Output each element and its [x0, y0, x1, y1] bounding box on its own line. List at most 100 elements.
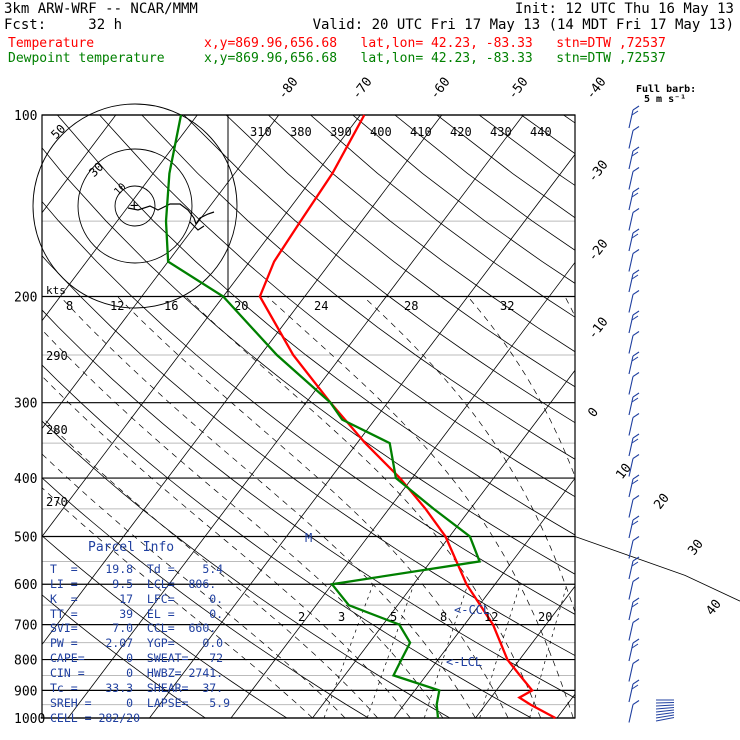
parcel-row: PW = 2.07 YGP= 0.0 — [50, 636, 224, 650]
theta-label: 430 — [490, 125, 512, 139]
wind-barb-flag — [631, 110, 639, 116]
dry-adiabat — [310, 115, 575, 318]
wind-speed-label: 24 — [314, 299, 328, 313]
wind-barb — [628, 683, 634, 703]
pressure-tick-label: 1000 — [14, 712, 45, 727]
moist-adiabat — [467, 296, 575, 478]
isotherm — [42, 115, 361, 538]
pressure-tick-label: 700 — [14, 619, 37, 634]
wind-barb — [628, 191, 634, 211]
wind-barb-flag — [632, 659, 640, 664]
dry-adiabat — [141, 115, 575, 460]
mixing-ratio-line — [323, 584, 374, 718]
model-title: 3km ARW-WRF -- NCAR/MMM — [4, 1, 198, 17]
mixing-ratio-label: 20 — [538, 610, 552, 624]
theta-label: 440 — [530, 125, 552, 139]
wind-barb — [628, 560, 634, 580]
surface-wind-barb — [655, 712, 675, 716]
wind-barb — [628, 171, 634, 190]
full-barb-label: Full barb: — [636, 84, 697, 95]
parcel-row: CELL = 282/20 — [50, 711, 141, 725]
temperature-tick-label: -60 — [427, 75, 453, 103]
theta-label: 400 — [370, 125, 392, 139]
wind-barb — [628, 376, 634, 395]
temperature-tick-label: -10 — [585, 315, 611, 343]
wind-barb — [628, 294, 634, 313]
wind-barb — [628, 232, 634, 252]
wind-speed-label: 20 — [234, 299, 248, 313]
left-side-label: 280 — [46, 423, 68, 437]
hodograph-ring — [77, 148, 193, 264]
dry-adiabat — [478, 115, 575, 186]
wind-barb-flag — [632, 597, 640, 603]
mixing-ratio-label: 8 — [440, 610, 447, 624]
dewpoint-profile-line — [164, 114, 482, 719]
wind-barb — [628, 704, 634, 723]
temperature-tick-label: -50 — [505, 75, 531, 103]
wind-barb-flag — [632, 454, 640, 459]
theta-label: 380 — [290, 125, 312, 139]
isotherm — [556, 693, 575, 718]
wind-barb-flag — [632, 310, 640, 316]
theta-label: 410 — [410, 125, 432, 139]
dry-adiabat — [42, 594, 207, 718]
moist-adiabat — [42, 416, 378, 718]
wind-barb-flag — [631, 479, 639, 485]
wind-barb — [628, 622, 634, 641]
hodograph-ring-label: 30 — [86, 160, 106, 180]
wind-barb-flag — [632, 351, 640, 357]
wind-barb — [628, 109, 634, 129]
wind-barb-flag — [631, 520, 639, 526]
isotherm — [67, 115, 524, 718]
isotherm — [639, 115, 740, 718]
wind-barb-flag — [632, 208, 640, 213]
mixing-ratio-label: 5 — [390, 610, 397, 624]
wind-barb-flag — [631, 233, 639, 239]
wind-barb — [628, 581, 634, 600]
wind-barb-flag — [631, 643, 639, 649]
pressure-tick-label: 600 — [14, 578, 37, 593]
dry-adiabat — [563, 115, 575, 124]
temperature-profile-line — [258, 114, 556, 720]
surface-wind-barb — [655, 704, 675, 707]
wind-barb-flag — [631, 356, 639, 362]
temperature-tick-label: 0 — [585, 405, 602, 420]
dry-adiabat — [436, 115, 575, 219]
parcel-row: K = 17 LFC= 0. — [50, 592, 224, 606]
lcl-marker: <-LCL — [446, 655, 482, 669]
wind-barb — [628, 417, 634, 436]
ccl-marker: <-CCL — [454, 603, 490, 617]
parcel-row: SVI= 7.0 CCL= 660. — [50, 621, 217, 635]
pressure-tick-label: 200 — [14, 291, 37, 306]
wind-barb — [628, 478, 634, 498]
parcel-row: TT = 39 EL = 0. — [50, 607, 224, 621]
hodograph-tail — [189, 221, 205, 231]
wind-speed-label: 16 — [164, 299, 178, 313]
dry-adiabat — [352, 115, 575, 284]
parcel-row: LI = 9.5 LCL= 806. — [50, 577, 217, 591]
dry-adiabat — [57, 115, 575, 536]
valid-time: Valid: 20 UTC Fri 17 May 13 (14 MDT Fri … — [312, 17, 734, 33]
wind-barb-flag — [631, 192, 639, 198]
hodograph-ring — [114, 185, 156, 227]
wind-barb-flag — [631, 438, 639, 444]
moist-adiabat — [185, 296, 542, 718]
theta-label: 310 — [250, 125, 272, 139]
isotherm — [42, 115, 443, 646]
wind-barb-flag — [632, 618, 640, 623]
dry-adiabat — [606, 115, 740, 731]
wind-barb-flag — [631, 274, 639, 280]
wind-barb-flag — [632, 495, 640, 500]
dry-adiabat — [42, 420, 451, 718]
parcel-row: CAPE= 0 SWEAT= 72 — [50, 651, 224, 665]
mixing-ratio-label: 3 — [338, 610, 345, 624]
wind-barb-flag — [631, 561, 639, 567]
wind-barb-flag — [631, 602, 639, 608]
wind-barb — [628, 396, 634, 416]
temperature-tick-label: -80 — [275, 75, 301, 103]
wind-barb — [628, 601, 634, 621]
mixing-ratio-label: 2 — [298, 610, 305, 624]
theta-label: 390 — [330, 125, 352, 139]
temperature-tick-label: 40 — [703, 597, 724, 619]
hodograph-kts-label: kts — [46, 284, 66, 297]
